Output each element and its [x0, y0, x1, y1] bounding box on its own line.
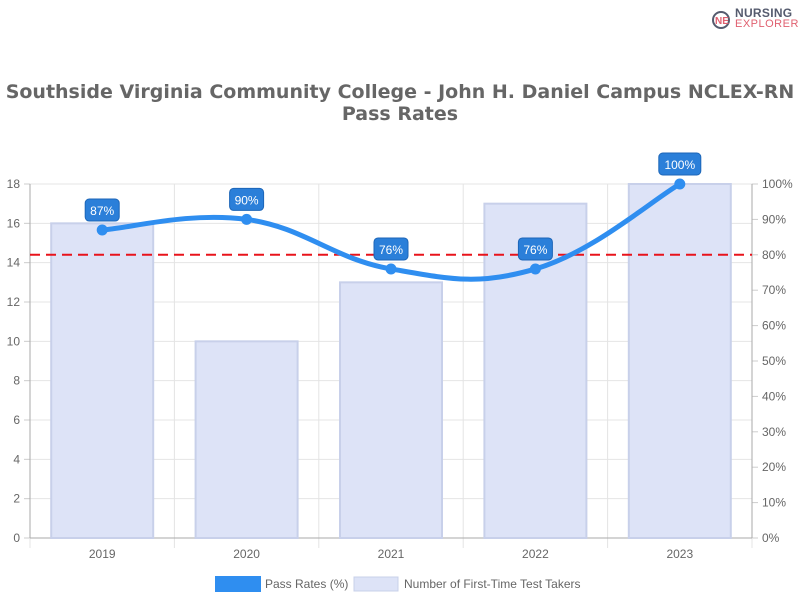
data-label: 87%	[90, 204, 114, 218]
x-tick-label: 2020	[233, 547, 260, 561]
nursing-explorer-logo: NE NURSING EXPLORER	[710, 6, 799, 30]
logo-icon: NE	[712, 11, 730, 29]
x-tick-label: 2023	[666, 547, 693, 561]
pass-rate-point-2023	[674, 178, 686, 190]
data-label: 76%	[523, 243, 547, 257]
left-tick-label: 14	[7, 256, 21, 270]
pass-rate-point-2019	[96, 224, 108, 236]
legend-label-pass-rates: Pass Rates (%)	[265, 577, 348, 591]
left-tick-label: 4	[13, 452, 20, 466]
bar-2019	[50, 222, 155, 539]
left-tick-label: 0	[13, 531, 20, 545]
data-label-box	[84, 198, 120, 222]
data-label: 100%	[664, 158, 695, 172]
right-tick-label: 40%	[762, 389, 786, 403]
data-label: 90%	[235, 193, 259, 207]
pass-rate-point-2022	[529, 263, 541, 275]
left-tick-label: 6	[13, 413, 20, 427]
right-tick-label: 100%	[762, 177, 793, 191]
left-tick-label: 16	[7, 216, 21, 230]
data-label-box	[517, 237, 553, 261]
left-tick-label: 18	[7, 177, 21, 191]
right-tick-label: 10%	[762, 496, 786, 510]
x-tick-label: 2019	[89, 547, 116, 561]
right-tick-label: 30%	[762, 425, 786, 439]
x-tick-label: 2021	[378, 547, 405, 561]
logo-line2: EXPLORER	[735, 18, 799, 30]
right-tick-label: 20%	[762, 460, 786, 474]
bar-2021	[339, 281, 443, 540]
data-label-box	[658, 152, 702, 176]
left-tick-label: 12	[7, 295, 21, 309]
data-label: 76%	[379, 243, 403, 257]
svg-text:NE: NE	[715, 16, 729, 27]
logo-line1: NURSING	[735, 6, 793, 20]
legend-label-test-takers: Number of First-Time Test Takers	[404, 577, 580, 591]
right-tick-label: 0%	[762, 531, 780, 545]
bar-2023	[627, 183, 732, 539]
pass-rate-point-2021	[385, 263, 397, 275]
right-tick-label: 60%	[762, 319, 786, 333]
x-tick-label: 2022	[522, 547, 549, 561]
right-tick-label: 90%	[762, 212, 786, 226]
right-tick-label: 50%	[762, 354, 786, 368]
right-tick-label: 80%	[762, 248, 786, 262]
legend-swatch-pass-rates	[215, 576, 261, 592]
data-label-box	[373, 237, 409, 261]
right-tick-label: 70%	[762, 283, 786, 297]
left-tick-label: 2	[13, 492, 20, 506]
bar-2020	[194, 340, 299, 540]
legend-swatch-test-takers	[353, 576, 399, 592]
chart-title: Southside Virginia Community College - J…	[5, 81, 795, 125]
pass-rate-point-2020	[241, 213, 253, 225]
data-label-box	[229, 187, 265, 211]
left-tick-label: 10	[7, 334, 21, 348]
left-tick-label: 8	[13, 374, 20, 388]
